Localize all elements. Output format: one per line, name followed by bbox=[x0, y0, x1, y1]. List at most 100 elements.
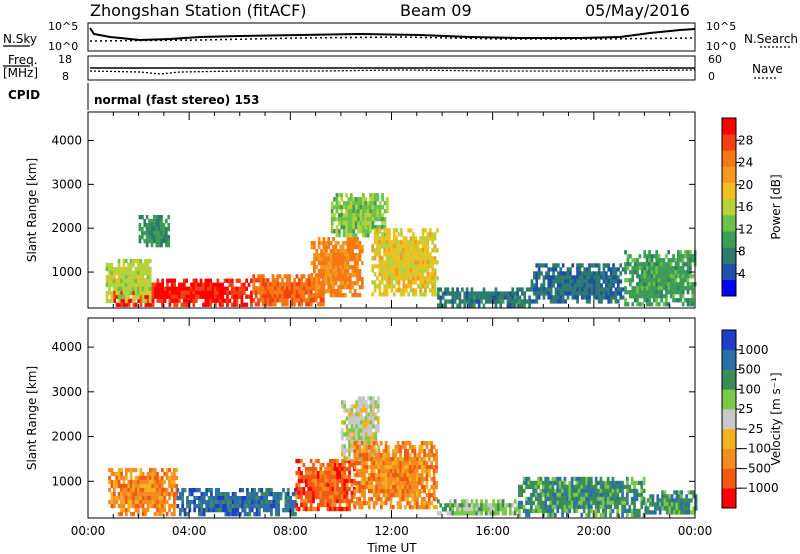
data-cell bbox=[456, 507, 459, 512]
data-cell bbox=[309, 470, 313, 476]
data-cell bbox=[245, 302, 248, 307]
data-cell bbox=[345, 494, 349, 500]
data-cell bbox=[423, 441, 426, 446]
data-cell bbox=[360, 424, 363, 429]
data-cell bbox=[300, 494, 303, 500]
data-cell bbox=[312, 494, 315, 500]
data-cell bbox=[248, 492, 252, 497]
data-cell bbox=[530, 279, 534, 284]
data-cell bbox=[277, 508, 280, 513]
data-cell bbox=[300, 282, 304, 287]
data-cell bbox=[122, 487, 126, 493]
data-cell bbox=[120, 270, 123, 276]
data-cell bbox=[341, 281, 345, 286]
data-cell bbox=[365, 481, 369, 486]
data-cell bbox=[180, 302, 184, 307]
data-cell bbox=[238, 290, 241, 295]
data-cell bbox=[353, 265, 357, 270]
data-cell bbox=[132, 503, 135, 509]
data-cell bbox=[345, 225, 348, 230]
data-cell bbox=[506, 503, 510, 508]
data-cell bbox=[533, 291, 536, 296]
data-cell bbox=[518, 287, 522, 292]
data-cell bbox=[416, 489, 419, 494]
data-cell bbox=[669, 286, 673, 291]
data-cell bbox=[558, 480, 562, 486]
data-cell bbox=[585, 496, 588, 502]
data-cell bbox=[371, 256, 374, 261]
data-cell bbox=[554, 488, 557, 494]
data-cell bbox=[329, 486, 332, 492]
data-cell bbox=[376, 205, 380, 210]
data-cell bbox=[307, 278, 311, 283]
data-cell bbox=[580, 512, 584, 518]
data-cell bbox=[350, 440, 354, 445]
data-cell bbox=[243, 496, 247, 501]
data-cell bbox=[578, 279, 582, 284]
data-cell bbox=[397, 280, 401, 285]
data-cell bbox=[274, 290, 277, 295]
data-cell bbox=[463, 295, 467, 300]
data-cell bbox=[352, 213, 356, 218]
data-cell bbox=[642, 496, 646, 502]
data-cell bbox=[333, 213, 336, 218]
data-cell bbox=[595, 283, 599, 288]
data-cell bbox=[334, 273, 338, 278]
data-cell bbox=[428, 465, 431, 470]
data-cell bbox=[138, 239, 142, 244]
data-cell bbox=[117, 479, 121, 485]
data-cell bbox=[499, 503, 503, 508]
data-cell bbox=[430, 493, 434, 498]
data-cell bbox=[444, 503, 447, 508]
data-cell bbox=[113, 483, 116, 489]
data-cell bbox=[302, 486, 306, 492]
data-cell bbox=[557, 287, 560, 292]
data-cell bbox=[295, 298, 299, 303]
data-cell bbox=[426, 264, 430, 269]
data-cell bbox=[356, 461, 359, 466]
data-cell bbox=[409, 260, 413, 265]
data-cell bbox=[321, 482, 325, 488]
data-cell bbox=[487, 511, 491, 516]
data-cell bbox=[395, 268, 398, 273]
data-cell bbox=[198, 512, 201, 517]
data-cell bbox=[358, 273, 362, 278]
data-cell bbox=[386, 201, 389, 206]
data-cell bbox=[148, 266, 152, 272]
data-cell bbox=[668, 510, 672, 515]
data-cell bbox=[354, 221, 358, 226]
data-cell bbox=[357, 436, 361, 441]
data-cell bbox=[187, 286, 191, 291]
data-cell bbox=[680, 494, 684, 499]
data-cell bbox=[302, 490, 306, 496]
data-cell bbox=[436, 260, 439, 265]
data-cell bbox=[380, 272, 384, 277]
data-cell bbox=[511, 291, 515, 296]
data-cell bbox=[649, 498, 652, 503]
data-cell bbox=[504, 295, 507, 300]
data-cell bbox=[325, 289, 328, 294]
data-cell bbox=[230, 286, 234, 291]
data-cell bbox=[663, 490, 667, 495]
data-cell bbox=[383, 276, 386, 281]
data-cell bbox=[134, 479, 138, 485]
data-cell bbox=[594, 476, 598, 482]
data-cell bbox=[470, 291, 474, 296]
data-cell bbox=[205, 492, 208, 497]
data-cell bbox=[365, 461, 369, 466]
data-cell bbox=[378, 209, 382, 214]
data-cell bbox=[286, 294, 289, 299]
data-cell bbox=[183, 508, 187, 513]
data-cell bbox=[564, 279, 567, 284]
data-cell bbox=[378, 292, 382, 297]
data-cell bbox=[477, 503, 481, 508]
data-cell bbox=[435, 485, 438, 490]
data-cell bbox=[665, 274, 668, 279]
data-cell bbox=[635, 508, 639, 514]
data-cell bbox=[406, 457, 410, 462]
data-cell bbox=[431, 276, 434, 281]
data-cell bbox=[394, 473, 398, 478]
data-cell bbox=[214, 488, 218, 493]
data-cell bbox=[680, 510, 684, 515]
data-cell bbox=[602, 504, 605, 510]
